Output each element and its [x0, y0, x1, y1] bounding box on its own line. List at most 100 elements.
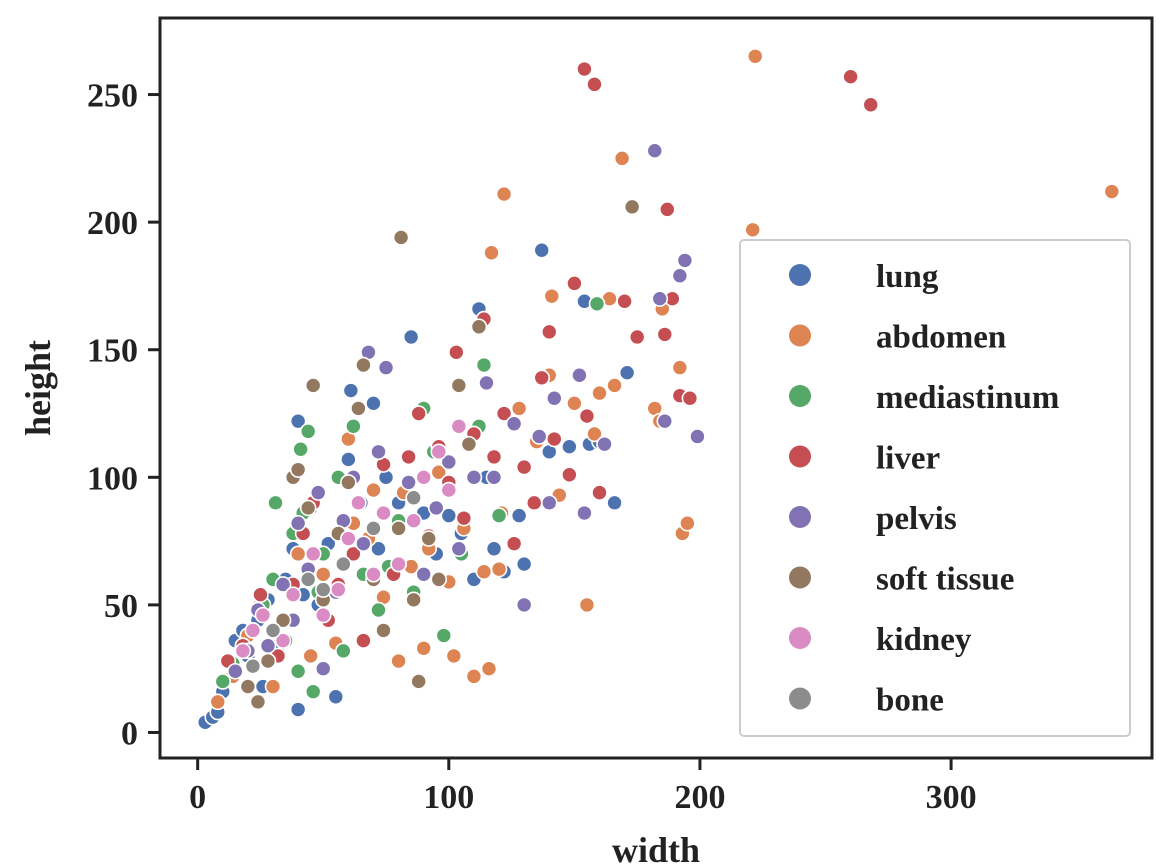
data-point-pelvis: [485, 469, 503, 486]
data-point-abdomen: [490, 560, 508, 578]
data-point-abdomen: [430, 463, 448, 481]
data-point-kidney: [450, 417, 468, 435]
data-point-soft-tissue: [289, 461, 307, 478]
data-point-soft-tissue: [239, 678, 257, 695]
data-point-lung: [533, 241, 551, 259]
data-point-soft-tissue: [410, 673, 427, 690]
data-point-pelvis: [505, 415, 523, 433]
data-point-abdomen: [744, 221, 761, 239]
data-point-abdomen: [746, 47, 764, 65]
data-point-abdomen: [264, 678, 282, 695]
y-tick-label: 100: [87, 460, 138, 497]
data-point-abdomen: [543, 287, 561, 305]
data-point-abdomen: [566, 395, 583, 412]
data-point-kidney: [304, 545, 322, 563]
y-tick-label: 250: [87, 78, 138, 115]
y-axis: 0 50 100 150 200 250: [87, 78, 160, 752]
data-point-liver: [515, 458, 533, 476]
data-point-mediastinum: [267, 494, 284, 512]
data-point-pelvis: [377, 359, 395, 376]
data-point-pelvis: [651, 290, 669, 307]
data-point-kidney: [314, 606, 332, 624]
data-point-kidney: [440, 481, 458, 499]
data-point-kidney: [390, 555, 407, 573]
data-point-liver: [525, 494, 543, 512]
data-point-lung: [402, 328, 420, 346]
data-point-soft-tissue: [623, 198, 641, 216]
data-point-liver: [561, 466, 578, 484]
data-point-abdomen: [289, 545, 307, 563]
data-point-bone: [314, 581, 332, 598]
legend-marker: [789, 445, 811, 468]
data-point-soft-tissue: [390, 520, 407, 537]
data-point-liver: [659, 201, 676, 218]
data-point-lung: [485, 540, 503, 558]
data-point-pelvis: [259, 637, 277, 655]
data-point-lung: [342, 382, 360, 399]
data-point-lung: [606, 494, 623, 512]
data-point-kidney: [284, 586, 302, 603]
legend: lung abdomen mediastinum liver pelvis soft ti…: [739, 239, 1131, 737]
legend-label: kidney: [876, 622, 972, 658]
data-point-bone: [244, 657, 262, 675]
legend-marker: [789, 566, 811, 589]
data-point-mediastinum: [289, 662, 307, 680]
data-point-soft-tissue: [450, 377, 468, 394]
data-point-abdomen: [483, 244, 500, 262]
data-point-pelvis: [545, 389, 563, 407]
y-tick-label: 150: [87, 333, 138, 370]
legend-marker: [789, 385, 811, 407]
data-point-soft-tissue: [274, 611, 292, 629]
data-point-liver: [842, 68, 859, 85]
data-point-abdomen: [365, 481, 382, 499]
data-point-pelvis: [400, 474, 417, 491]
x-axis-label: width: [612, 830, 700, 864]
data-point-pelvis: [355, 535, 372, 552]
data-point-abdomen: [415, 639, 432, 657]
data-point-soft-tissue: [304, 377, 322, 394]
data-point-bone: [405, 489, 422, 507]
plot-frame: [158, 16, 1154, 760]
data-point-liver: [355, 632, 372, 649]
data-point-liver: [495, 405, 513, 422]
data-point-kidney: [254, 606, 272, 624]
legend-label: abdomen: [876, 320, 1006, 356]
data-point-bone: [264, 622, 282, 639]
legend-marker: [789, 687, 811, 710]
data-point-pelvis: [440, 453, 458, 471]
legend-frame: [739, 239, 1131, 737]
data-point-lung: [515, 555, 533, 573]
data-point-pelvis: [540, 494, 558, 512]
data-point-mediastinum: [475, 356, 493, 374]
data-point-liver: [448, 343, 465, 361]
legend-marker: [789, 324, 811, 347]
data-point-abdomen: [475, 563, 493, 581]
data-point-lung: [340, 451, 357, 468]
data-point-bone: [299, 571, 317, 588]
data-point-bone: [335, 555, 352, 573]
data-point-liver: [681, 389, 699, 407]
data-point-liver: [252, 586, 269, 603]
data-point-pelvis: [646, 142, 664, 159]
data-point-kidney: [274, 632, 292, 649]
data-point-mediastinum: [304, 683, 322, 700]
data-point-kidney: [365, 565, 382, 583]
data-point-pelvis: [676, 252, 694, 269]
data-point-abdomen: [390, 652, 407, 670]
legend-label: bone: [876, 683, 944, 719]
data-point-pelvis: [314, 660, 332, 677]
data-point-kidney: [415, 469, 432, 486]
data-point-mediastinum: [214, 673, 232, 690]
data-point-soft-tissue: [470, 318, 488, 336]
legend-label: soft tissue: [876, 562, 1014, 598]
data-point-pelvis: [596, 435, 613, 453]
data-point-mediastinum: [292, 440, 309, 458]
data-point-kidney: [375, 504, 392, 522]
data-point-abdomen: [606, 377, 623, 394]
data-point-soft-tissue: [420, 530, 438, 547]
data-point-pelvis: [571, 366, 588, 384]
data-point-pelvis: [465, 469, 483, 486]
data-point-pelvis: [289, 514, 307, 532]
x-tick-label: 100: [423, 779, 474, 816]
y-tick-label: 0: [121, 715, 138, 752]
